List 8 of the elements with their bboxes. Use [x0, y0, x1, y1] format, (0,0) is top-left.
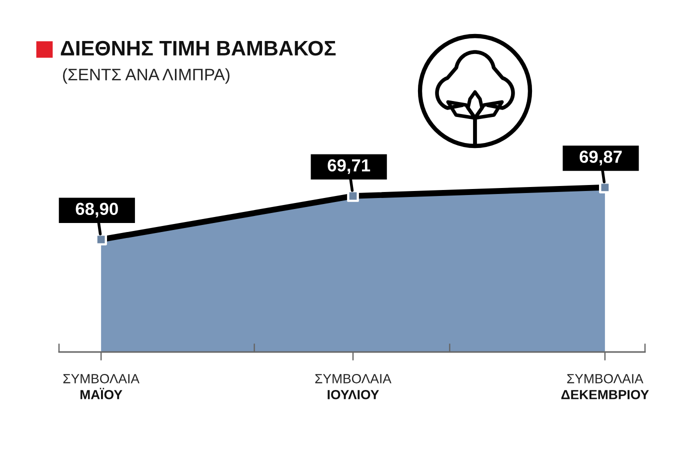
data-label: 68,90 — [76, 202, 118, 218]
data-label: 69,71 — [328, 159, 370, 174]
chart-title: ΔΙΕΘΝΗΣ ΤΙΜΗ ΒΑΜΒΑΚΟΣ — [60, 40, 336, 56]
x-tick-label: ΣΥΜΒΟΛΑΙΑ ΔΕΚΕΜΒΡΙΟΥ — [561, 374, 649, 400]
x-tick-label: ΣΥΜΒΟΛΑΙΑ ΙΟΥΛΙΟΥ — [315, 374, 392, 400]
x-tick-label: ΣΥΜΒΟΛΑΙΑ ΜΑΪΟΥ — [63, 374, 140, 400]
chart-subtitle: (ΣΕΝΤΣ ΑΝΑ ΛΙΜΠΡΑ) — [63, 68, 230, 84]
data-label: 69,87 — [580, 150, 622, 166]
